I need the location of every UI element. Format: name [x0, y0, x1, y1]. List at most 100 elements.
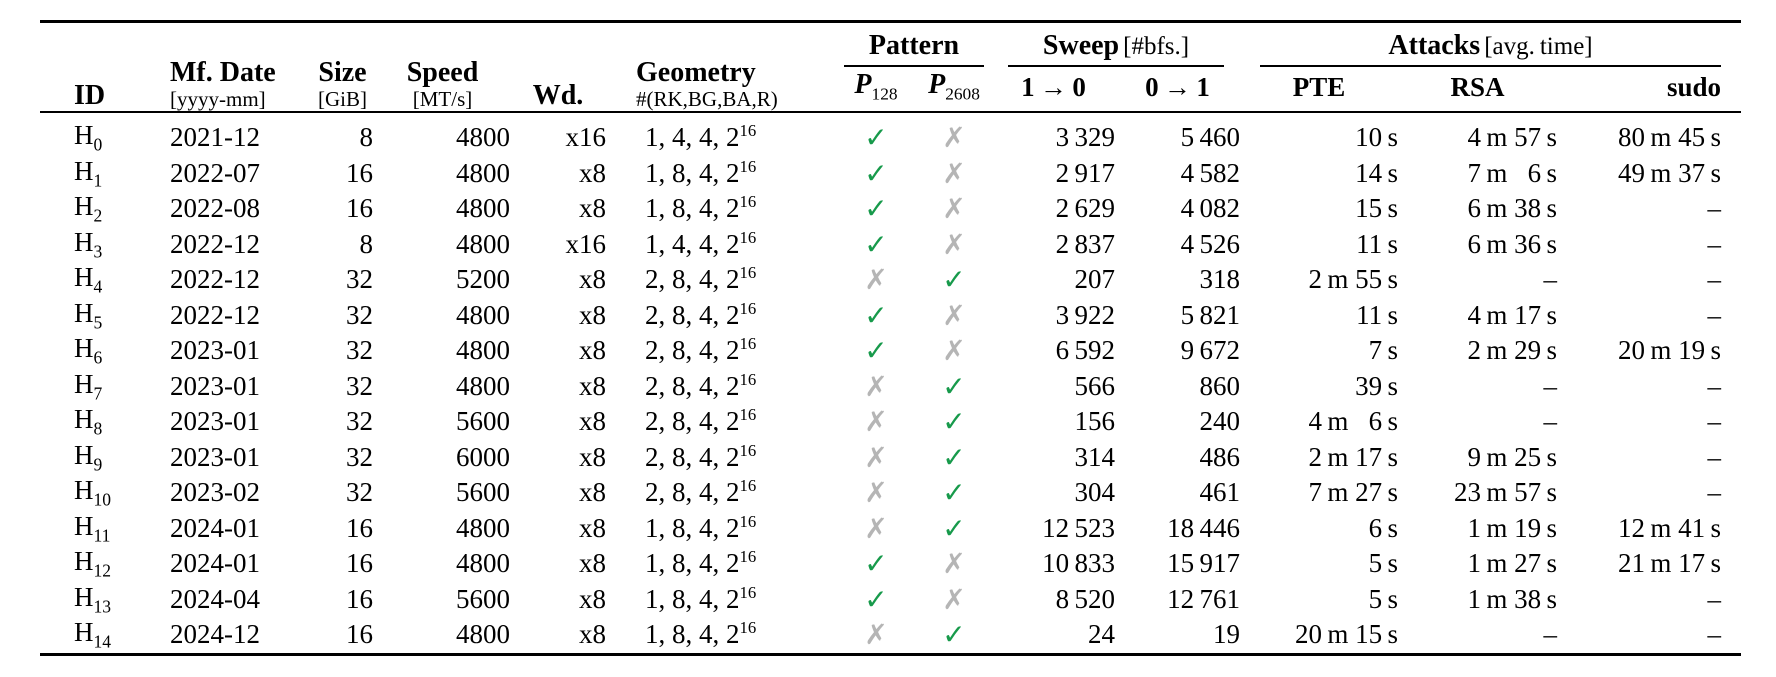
device-id-cell: H7	[74, 368, 103, 403]
mf-date-cell: 2021-12	[170, 122, 260, 153]
mf-date-cell: 2023-01	[170, 370, 260, 401]
size-cell: 8	[359, 122, 374, 153]
col-header-rsa: RSA	[1450, 71, 1505, 102]
attack-rsa-cell: 1 m 38 s	[1467, 583, 1558, 614]
p128-mark-icon: ✗	[864, 618, 888, 652]
geometry-exponent: 16	[739, 405, 757, 425]
geometry-cell: 1, 8, 4, 216	[645, 156, 757, 188]
sweep-group-label: Sweep	[1042, 30, 1120, 61]
device-id-subscript: 11	[93, 524, 111, 545]
size-cell: 16	[346, 619, 373, 650]
attack-sudo-cell: 20 m 19 s	[1617, 335, 1722, 366]
col-header-speed: Speed [MT/s]	[375, 22, 510, 113]
p2608-subscript: 2608	[945, 84, 980, 104]
pattern-p2608-cell: ✓	[916, 617, 992, 654]
geometry-cell: 2, 8, 4, 216	[645, 298, 757, 330]
size-cell: 16	[346, 512, 373, 543]
geometry-exponent: 16	[739, 334, 757, 354]
table-row: H0 2021-12 8 4800 x16 1, 4, 4, 216 ✓ ✗ 3…	[40, 112, 1741, 156]
device-id-cell: H1	[74, 155, 103, 190]
pattern-p2608-cell: ✗	[916, 112, 992, 156]
device-id-cell: H10	[74, 475, 112, 510]
geometry-cell: 2, 8, 4, 216	[645, 440, 757, 472]
col-header-id: ID	[40, 22, 170, 113]
attack-sudo-cell: 49 m 37 s	[1617, 157, 1722, 188]
p128-mark-icon: ✗	[864, 369, 888, 403]
mf-date-cell: 2022-12	[170, 264, 260, 295]
device-id-cell: H3	[74, 226, 103, 261]
p128-mark-icon: ✓	[864, 298, 888, 332]
sweep-0to1-cell: 9 672	[1180, 335, 1241, 366]
speed-cell: 5600	[456, 406, 510, 437]
attack-sudo-cell: 80 m 45 s	[1617, 122, 1722, 153]
attack-pte-cell: 2 m 55 s	[1308, 264, 1399, 295]
speed-cell: 5600	[456, 477, 510, 508]
group-header-pattern: Pattern	[836, 22, 992, 67]
width-cell: x16	[565, 122, 607, 153]
pattern-p128-cell: ✗	[836, 262, 916, 298]
size-cell: 16	[346, 157, 373, 188]
pattern-p2608-cell: ✓	[916, 475, 992, 511]
size-cell: 32	[346, 299, 373, 330]
speed-cell: 4800	[456, 299, 510, 330]
size-cell: 32	[346, 477, 373, 508]
pattern-p128-cell: ✓	[836, 333, 916, 369]
attack-sudo-cell: –	[1707, 477, 1722, 508]
p128-mark-icon: ✓	[864, 121, 888, 155]
geometry-exponent: 16	[739, 156, 757, 176]
device-id-subscript: 10	[93, 489, 112, 510]
table-row: H13 2024-04 16 5600 x8 1, 8, 4, 216 ✓ ✗ …	[40, 582, 1741, 618]
mf-date-cell: 2023-01	[170, 441, 260, 472]
speed-cell: 5600	[456, 583, 510, 614]
attack-rsa-cell: 1 m 19 s	[1467, 512, 1558, 543]
mf-date-cell: 2023-01	[170, 406, 260, 437]
geometry-cell: 1, 8, 4, 216	[645, 582, 757, 614]
pattern-p128-cell: ✗	[836, 617, 916, 654]
device-id-subscript: 2	[93, 205, 103, 226]
size-cell: 16	[346, 583, 373, 614]
p2608-mark-icon: ✗	[942, 156, 966, 190]
sweep-0to1-cell: 12 761	[1167, 583, 1241, 614]
geometry-exponent: 16	[739, 547, 757, 567]
geometry-cell: 1, 4, 4, 216	[645, 121, 757, 153]
p128-mark-icon: ✓	[864, 547, 888, 581]
attack-rsa-cell: 4 m 17 s	[1467, 299, 1558, 330]
attack-pte-cell: 7 m 27 s	[1308, 477, 1399, 508]
col-header-sweep-0to1: 0 → 1	[1145, 71, 1210, 102]
table-row: H10 2023-02 32 5600 x8 2, 8, 4, 216 ✗ ✓ …	[40, 475, 1741, 511]
size-cell: 16	[346, 193, 373, 224]
geometry-cell: 1, 4, 4, 216	[645, 227, 757, 259]
mf-date-cell: 2024-04	[170, 583, 260, 614]
col-header-mf-date: Mf. Date [yyyy-mm]	[170, 22, 310, 113]
p2608-mark-icon: ✓	[942, 263, 966, 297]
device-id-cell: H6	[74, 333, 103, 368]
table-row: H7 2023-01 32 4800 x8 2, 8, 4, 216 ✗ ✓ 5…	[40, 369, 1741, 405]
size-cell: 16	[346, 548, 373, 579]
pattern-p128-cell: ✓	[836, 112, 916, 156]
device-id-subscript: 6	[93, 347, 103, 368]
attack-sudo-cell: –	[1707, 441, 1722, 472]
p128-mark-icon: ✓	[864, 582, 888, 616]
pattern-p128-cell: ✗	[836, 511, 916, 547]
attack-pte-cell: 10 s	[1355, 122, 1399, 153]
attacks-group-unit: [avg. time]	[1484, 33, 1593, 60]
attack-rsa-cell: 4 m 57 s	[1467, 122, 1558, 153]
table-body: H0 2021-12 8 4800 x16 1, 4, 4, 216 ✓ ✗ 3…	[40, 112, 1741, 654]
geometry-exponent: 16	[739, 121, 757, 141]
size-cell: 32	[346, 335, 373, 366]
pattern-p128-cell: ✗	[836, 475, 916, 511]
attack-pte-cell: 5 s	[1368, 583, 1399, 614]
table-row: H5 2022-12 32 4800 x8 2, 8, 4, 216 ✓ ✗ 3…	[40, 298, 1741, 334]
col-header-wd: Wd.	[510, 22, 606, 113]
sweep-0to1-cell: 461	[1199, 477, 1241, 508]
pattern-p2608-cell: ✓	[916, 440, 992, 476]
attack-pte-cell: 11 s	[1356, 228, 1399, 259]
attack-rsa-cell: –	[1543, 370, 1558, 401]
device-id-subscript: 5	[93, 311, 103, 332]
table-row: H4 2022-12 32 5200 x8 2, 8, 4, 216 ✗ ✓ 2…	[40, 262, 1741, 298]
device-id-subscript: 8	[93, 418, 103, 439]
sweep-0to1-cell: 5 460	[1180, 122, 1241, 153]
group-header-attacks: Attacks [avg. time]	[1240, 22, 1741, 67]
p128-mark-icon: ✓	[864, 156, 888, 190]
attack-sudo-cell: –	[1707, 299, 1722, 330]
